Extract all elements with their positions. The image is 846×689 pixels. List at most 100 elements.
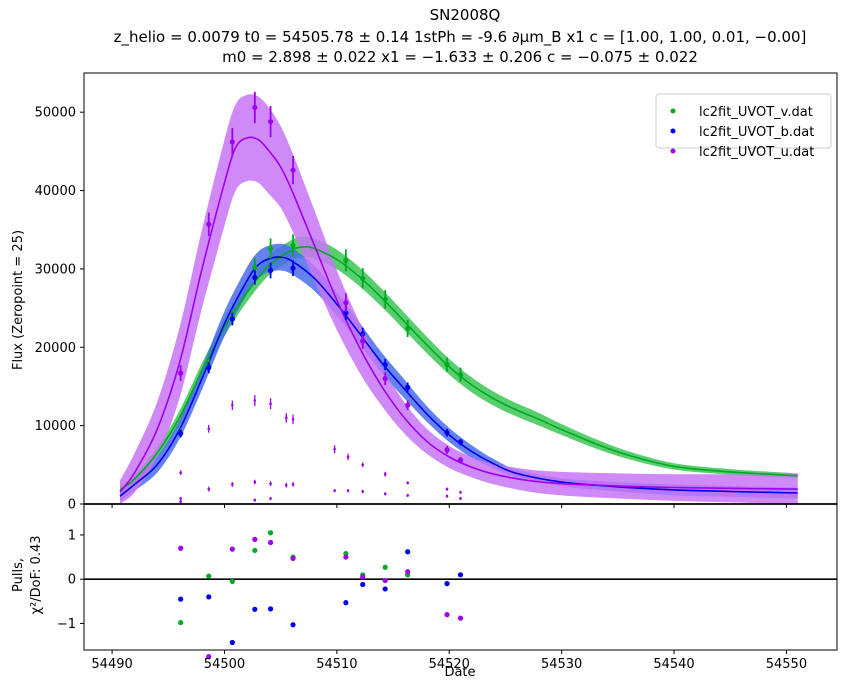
minor-point [231,403,234,407]
x-tick-label: 54530 [541,657,582,672]
minor-point [253,399,257,402]
main-y-tick-label: 10000 [35,419,76,434]
pull-point-u [360,574,366,580]
pull-point-v [382,564,388,570]
pull-point-b [252,606,258,612]
main-y-tick-label: 20000 [35,341,76,356]
pull-point-v [267,530,274,536]
data-point-u [444,447,450,453]
minor-point [459,497,462,500]
pulls-plot-area: −1 0 1 54490 54500 54510 54520 54530 54540 54550 [57,503,838,672]
data-point-u [267,118,274,125]
data-point-v [290,242,296,248]
minor-point [269,497,272,500]
pull-point-u [290,555,296,562]
main-y-axis-label: Flux (Zeropoint = 25) [11,230,26,370]
pull-point-u [457,615,464,621]
pulls-axes-frame [83,503,838,651]
data-point-u [229,139,235,145]
pull-point-v [206,573,212,579]
pull-point-v [252,547,258,554]
data-point-b [206,365,212,371]
data-point-u [290,167,296,173]
minor-point [269,402,272,405]
pull-point-u [444,612,450,618]
pull-point-u [229,546,235,552]
pull-point-u [267,539,274,546]
minor-point [207,427,211,431]
pull-point-b [290,622,296,628]
pulls-y-tick-label: −1 [57,617,76,632]
legend-marker-u [670,148,676,154]
data-point-b [178,430,184,437]
data-point-v [252,264,258,270]
model-band-u [120,94,798,504]
legend-entry-v: lc2fit_UVOT_v.dat [699,105,813,120]
minor-point [231,483,234,486]
data-point-u [206,221,212,227]
model-curve-u [119,136,798,493]
pulls-y-tick-label: 1 [68,528,76,543]
minor-point [207,487,211,491]
minor-point [291,483,295,486]
minor-point [406,481,409,485]
pull-point-b [457,572,464,578]
pulls-y-axis-label-line2: χ²/DoF: 0.43 [29,536,44,615]
pull-point-b [178,596,184,602]
legend: lc2fit_UVOT_v.dat lc2fit_UVOT_b.dat lc2f… [655,93,832,160]
data-point-b [405,384,411,390]
data-point-v [360,275,366,281]
pull-point-b [405,549,411,555]
x-tick-label: 54500 [204,657,245,672]
legend-entry-b: lc2fit_UVOT_b.dat [699,125,814,140]
chart-subtitle-line2: m0 = 2.898 ± 0.022 x1 = −1.633 ± 0.206 c… [222,48,698,66]
minor-point [333,489,336,492]
data-point-u [178,370,184,376]
data-point-v [382,296,388,303]
pull-point-b [382,586,388,592]
data-point-v [444,361,450,368]
main-y-tick-label: 50000 [35,106,76,121]
data-point-b [229,316,235,322]
pull-point-b [206,594,212,600]
minor-point [269,482,272,485]
data-point-u [405,402,411,408]
pull-point-u [343,554,349,560]
data-point-u [343,300,349,306]
pull-point-b [343,600,349,606]
model-curve-b [119,256,798,497]
pull-point-u [206,654,212,660]
minor-point [459,490,462,494]
pull-point-b [360,581,366,588]
data-point-v [343,257,349,263]
data-point-b [290,265,296,271]
minor-point [284,483,288,487]
chart-subtitle-line1: z_helio = 0.0079 t0 = 54505.78 ± 0.14 1s… [114,28,807,47]
minor-point [179,497,182,500]
minor-point [383,472,387,476]
chart-title: SN2008Q [430,6,501,24]
minor-point [361,490,365,493]
minor-point [179,471,182,474]
data-point-b [382,361,388,368]
minor-point [445,487,449,491]
legend-entry-u: lc2fit_UVOT_u.dat [699,145,814,160]
x-tick-label: 54510 [316,657,357,672]
main-y-tick-label: 30000 [35,262,76,277]
pull-point-u [252,536,258,542]
pull-point-u [382,577,388,584]
data-point-u [382,376,388,382]
data-point-b [267,267,274,274]
minor-point [291,418,295,421]
pull-point-u [405,569,411,575]
x-tick-label: 54540 [653,657,694,672]
pull-point-b [229,639,235,646]
minor-point [179,500,182,503]
data-point-v [267,245,274,252]
minor-point [406,494,409,497]
data-point-b [444,430,450,436]
minor-point [253,498,257,502]
x-tick-label: 54550 [766,657,807,672]
pulls-y-axis-label-line1: Pulls, [11,558,26,592]
